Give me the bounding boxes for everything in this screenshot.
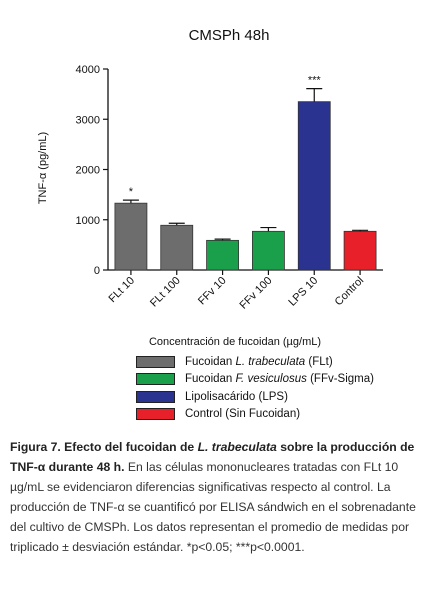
y-tick-label: 3000 [76,114,100,126]
bar [297,101,331,271]
bar [252,230,285,271]
bar [206,239,239,271]
significance-marker: * [129,186,134,198]
x-tick-label: Control [333,275,367,309]
legend-label: Control (Sin Fucoidan) [185,408,301,421]
legend-item: Fucoidan F. vesiculosus (FFv-Sigma) [136,371,426,389]
legend-label: Fucoidan F. vesiculosus (FFv-Sigma) [185,373,374,386]
legend-swatch [136,373,175,386]
x-tick-label: FLt 10 [106,275,137,306]
caption-title: Figura 7. Efecto del fucoidan de L. trab… [10,440,415,474]
legend-label: Lipolisacárido (LPS) [185,390,288,403]
legend: Fucoidan L. trabeculata (FLt) Fucoidan F… [136,353,426,423]
chart-title: CMSPh 48h [189,27,270,44]
y-tick-label: 2000 [76,165,100,177]
x-tick-label: FLt 100 [148,275,183,310]
bar-chart: CMSPh 48h TNF-α (pg/mL) Concentración de… [37,27,383,348]
legend-swatch [136,390,175,403]
x-tick-label: LPS 10 [286,275,320,309]
x-tick-label: FFv 10 [196,275,229,308]
legend-item: Fucoidan L. trabeculata (FLt) [136,353,426,371]
bar [114,202,148,271]
legend-item: Control (Sin Fucoidan) [136,406,426,424]
figure-caption: Figura 7. Efecto del fucoidan de L. trab… [10,437,420,557]
bar [160,224,194,271]
axes: 0 1000 2000 3000 4000 FLt 10 FLt 100 FFv 10 FFv … [76,64,383,312]
x-axis-label: Concentración de fucoidan (µg/mL) [149,336,321,348]
legend-swatch [136,408,175,421]
y-tick-label: 1000 [76,215,100,227]
x-tick-label: FFv 100 [238,275,275,312]
y-tick-label: 4000 [76,64,100,76]
legend-swatch [136,355,175,368]
legend-label: Fucoidan L. trabeculata (FLt) [185,355,333,368]
y-tick-label: 0 [94,265,100,277]
bars: **** [114,75,377,271]
caption-body: En las células mononucleares tratadas co… [10,460,416,554]
significance-marker: *** [308,75,322,87]
y-axis-label: TNF-α (pg/mL) [37,132,49,204]
bar [343,230,377,271]
legend-item: Lipolisacárido (LPS) [136,388,426,406]
